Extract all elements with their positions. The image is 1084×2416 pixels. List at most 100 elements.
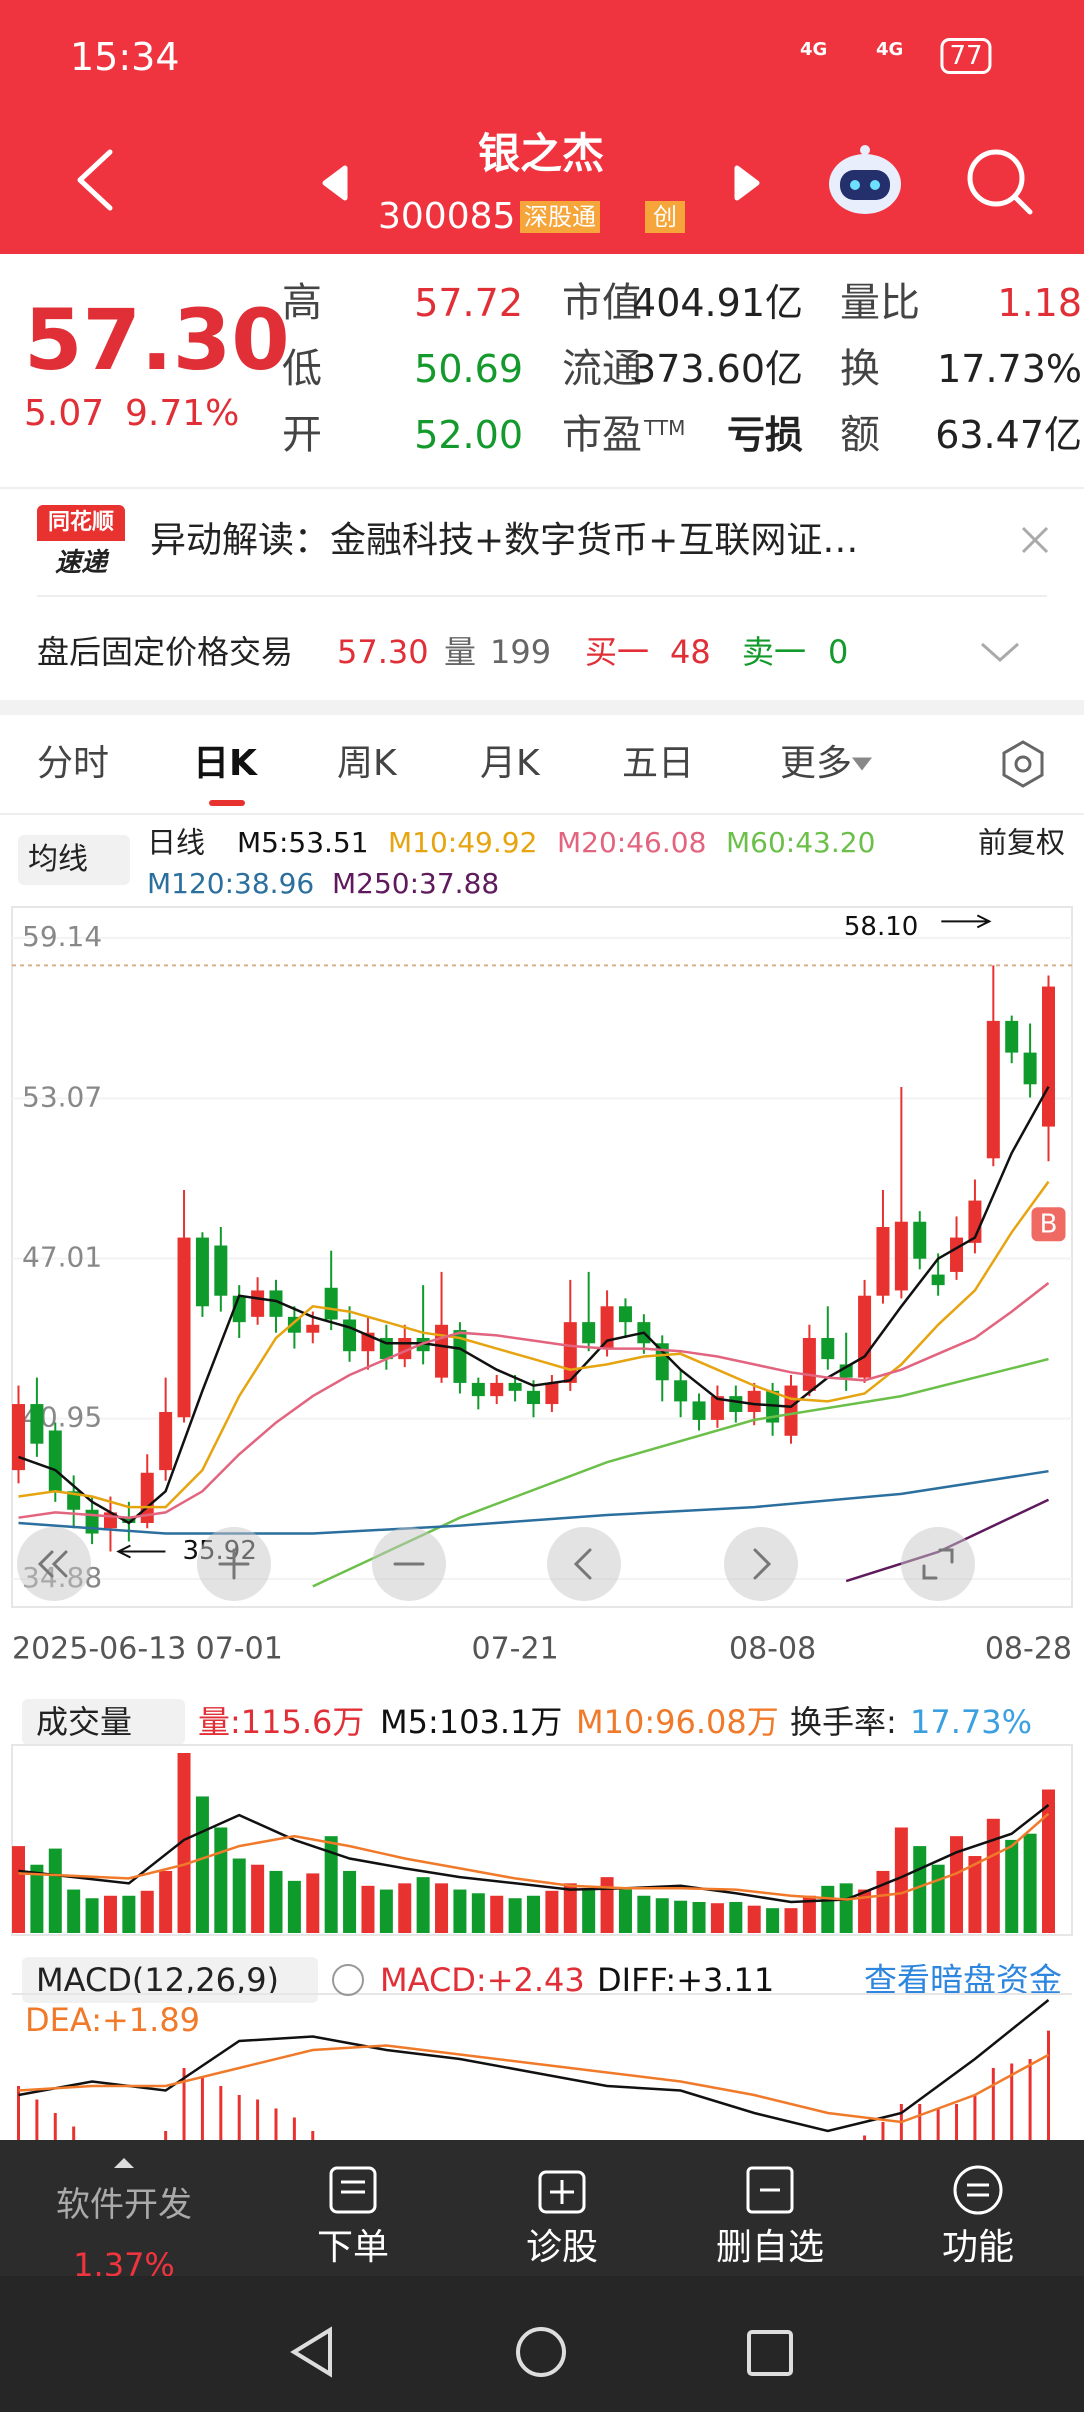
icon [37, 1550, 54, 1578]
icon[interactable] [329, 2166, 377, 2214]
volume-bar [766, 1908, 780, 1933]
robot-icon[interactable] [829, 145, 901, 214]
recent-button[interactable] [747, 2330, 793, 2376]
home-button[interactable] [516, 2327, 566, 2377]
icon [938, 1548, 954, 1564]
clock: 15:34 [70, 35, 180, 79]
value: 199 [490, 633, 552, 671]
high-label: 58.10 [844, 912, 918, 942]
logo-text: 速递 [54, 548, 108, 578]
dropdown-arrow [852, 757, 872, 771]
ma-line [18, 1469, 1049, 1535]
network: 4G [800, 39, 828, 60]
volume-bar [784, 1908, 798, 1933]
tab[interactable]: 更多 [780, 743, 853, 784]
volume-bar [527, 1895, 540, 1933]
nav-item[interactable]: 功能 [941, 2227, 1015, 2268]
next-icon[interactable] [734, 165, 760, 201]
expand-icon[interactable] [981, 642, 1019, 663]
search-icon [1012, 194, 1033, 215]
macd-title: MACD(12,26,9) [36, 1961, 280, 1999]
volume-bar [269, 1870, 283, 1933]
volume-bar [361, 1885, 375, 1933]
candle-body [251, 1290, 265, 1317]
ma-line [18, 2044, 1050, 2124]
tab-indicator [209, 800, 245, 806]
header-icons [77, 149, 1033, 215]
volume-ma: M10:96.08万 [576, 1703, 779, 1741]
search-icon[interactable] [967, 149, 1025, 207]
turnover-label: 换手率: [790, 1703, 897, 1741]
legend-entry: M60:43.20 [726, 826, 876, 859]
volume-bar [986, 1818, 1000, 1933]
link[interactable]: 查看暗盘资金 [864, 1960, 1062, 2000]
tab[interactable]: 分时 [37, 743, 110, 784]
divider [37, 595, 1047, 597]
back-icon[interactable] [77, 149, 113, 211]
arrow [941, 914, 992, 929]
control-button[interactable] [547, 1527, 621, 1601]
nav-item[interactable]: 下单 [316, 2227, 390, 2268]
volume-bar [894, 1827, 908, 1933]
network: 4G [876, 39, 904, 60]
signal-badge [1031, 1207, 1066, 1242]
help-icon[interactable] [332, 1964, 364, 1996]
back-button[interactable] [290, 2326, 332, 2378]
nav-item[interactable]: 诊股 [525, 2227, 599, 2268]
control-button[interactable] [901, 1527, 975, 1601]
settings-icon[interactable] [1002, 740, 1044, 788]
close-icon [1021, 526, 1049, 554]
label: 量 [444, 633, 477, 671]
volume-bar [287, 1880, 301, 1933]
icon[interactable] [953, 2165, 1003, 2215]
volume-bar [931, 1864, 945, 1933]
volume-ma: M5:103.1万 [380, 1703, 563, 1741]
volume-bar [618, 1889, 632, 1933]
candle-body [821, 1337, 835, 1360]
stock-code: 300085 [378, 196, 516, 237]
icon[interactable] [746, 2166, 794, 2214]
ma-line [312, 1357, 1049, 1588]
icon[interactable] [538, 2170, 586, 2214]
settings-icon [1014, 755, 1032, 773]
field-label: 开 [282, 412, 322, 458]
field-label: 额 [840, 412, 880, 458]
candle-body [527, 1390, 540, 1405]
legend-entry: M20:46.08 [557, 826, 707, 859]
volume-button[interactable] [22, 1699, 185, 1745]
macd-plot [17, 1999, 1050, 2140]
icon [51, 1550, 68, 1578]
system-icons [290, 2326, 793, 2378]
stock-name: 银之杰 [477, 129, 605, 178]
volume-bar [839, 1883, 853, 1933]
ma-button[interactable] [18, 835, 130, 885]
nav-label: 软件开发 [56, 2185, 192, 2225]
prev-icon[interactable] [322, 165, 348, 201]
candle-body [894, 1221, 908, 1291]
candle-body [195, 1237, 209, 1307]
macd-label: MACD:+2.43 [380, 1961, 585, 1999]
volume-bar [306, 1873, 320, 1933]
value: 48 [670, 633, 711, 671]
adjust[interactable]: 前复权 [977, 825, 1065, 860]
candle-body [67, 1491, 81, 1510]
price: 57.30 [24, 291, 290, 389]
logo [37, 505, 125, 541]
tab[interactable]: 日K [193, 743, 257, 784]
tab[interactable]: 月K [480, 743, 540, 784]
y-tick-label: 59.14 [22, 920, 102, 953]
bottom-nav: 软件开发 1.37% 下单 诊股 删自选 功能 [0, 2140, 1084, 2281]
legend-entry: M120:38.96 [147, 867, 315, 900]
header: 15:34 4G 4G 77 银之杰 300085 深股通 创 [0, 0, 1084, 254]
macd-button[interactable] [22, 1957, 318, 2003]
volume-bar [67, 1889, 81, 1933]
tab[interactable]: 周K [337, 743, 397, 784]
nav-value: 1.37% [73, 2246, 175, 2284]
tab[interactable]: 五日 [622, 743, 695, 784]
volume-bar [85, 1898, 99, 1933]
control-button[interactable] [724, 1527, 798, 1601]
nav-item[interactable]: 删自选 [715, 2227, 825, 2268]
icon [114, 2158, 134, 2168]
volume-bar [545, 1890, 559, 1933]
field-value: 17.73% [937, 347, 1082, 391]
